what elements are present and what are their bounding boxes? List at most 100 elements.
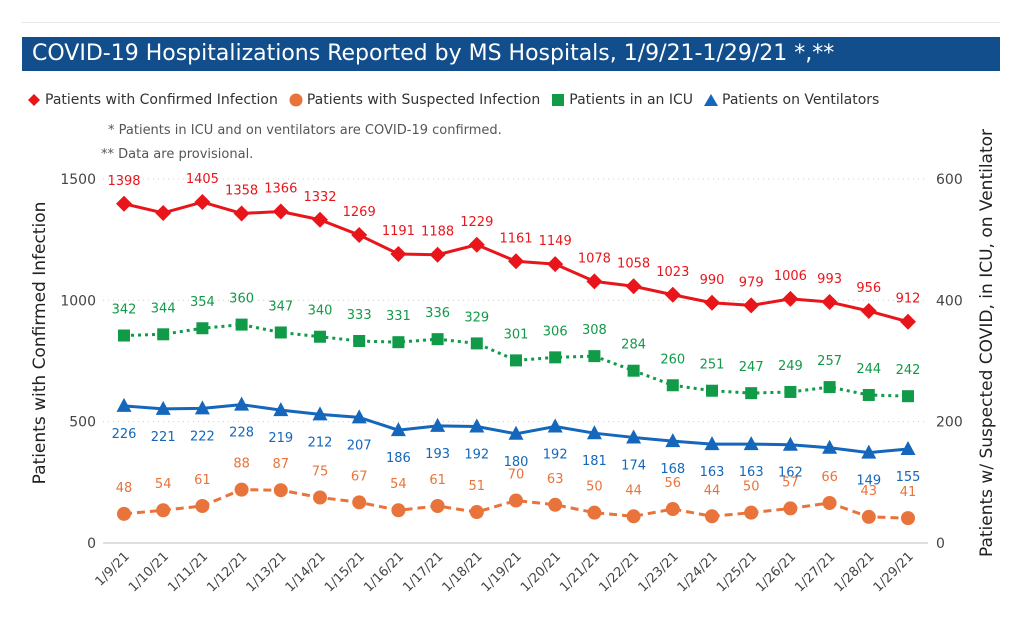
data-point-diamond — [468, 236, 485, 253]
data-point-square — [784, 385, 797, 398]
legend-label-icu: Patients in an ICU — [569, 92, 694, 108]
data-label: 54 — [155, 477, 172, 492]
data-label: 247 — [739, 360, 764, 375]
data-label: 48 — [116, 481, 133, 496]
data-label: 162 — [778, 466, 803, 481]
data-label: 66 — [821, 470, 838, 485]
x-tick-label: 1/25/21 — [714, 549, 760, 595]
data-label: 257 — [817, 354, 842, 369]
data-point-diamond — [821, 294, 838, 311]
data-label: 54 — [390, 477, 407, 492]
data-point-square — [823, 381, 836, 394]
data-point-square — [274, 326, 287, 339]
data-point-circle — [469, 505, 484, 520]
data-point-circle — [117, 506, 131, 521]
series-line — [123, 488, 909, 520]
chart-series: 1398 1405 1358 1366 1332 1269 1191 1188 1229 1161… — [107, 172, 921, 526]
data-label: 329 — [464, 310, 489, 325]
data-point-square — [392, 336, 405, 349]
data-label: 990 — [700, 273, 725, 288]
data-point-circle — [626, 509, 641, 524]
data-point-circle — [705, 509, 719, 524]
data-point-square — [666, 379, 679, 392]
data-point-square — [706, 384, 718, 397]
data-label: 221 — [151, 430, 176, 445]
data-point-circle — [430, 498, 445, 513]
data-point-diamond — [743, 297, 760, 314]
x-tick-label: 1/29/21 — [871, 549, 917, 595]
data-point-triangle — [626, 429, 642, 444]
data-label: 260 — [660, 352, 685, 367]
data-label: 61 — [194, 473, 211, 488]
data-label: 44 — [625, 483, 642, 498]
data-label: 1058 — [617, 256, 650, 271]
data-label: 1188 — [421, 225, 454, 240]
data-label: 163 — [700, 465, 725, 480]
data-label: 251 — [700, 358, 725, 373]
data-label: 249 — [778, 359, 803, 374]
circle-marker-icon — [288, 92, 304, 108]
data-label: 63 — [547, 472, 564, 487]
data-point-triangle — [234, 396, 250, 411]
data-point-triangle — [665, 433, 681, 448]
y-axis-label-right: Patients w/ Suspected COVID, in ICU, on … — [977, 129, 997, 557]
data-point-diamond — [508, 253, 524, 270]
data-label: 222 — [190, 429, 215, 444]
legend-label-ventilators: Patients on Ventilators — [722, 92, 880, 108]
y-tick-label-left: 1000 — [60, 293, 96, 309]
data-label: 1398 — [107, 174, 140, 189]
data-point-square — [510, 354, 522, 367]
x-tick-label: 1/11/21 — [165, 549, 211, 595]
data-point-diamond — [782, 290, 799, 307]
data-point-circle — [548, 497, 563, 512]
data-point-triangle — [508, 425, 524, 440]
y-tick-label-right: 600 — [936, 172, 963, 188]
legend-label-confirmed: Patients with Confirmed Infection — [45, 92, 278, 108]
data-label: 226 — [112, 427, 137, 442]
data-label: 1191 — [382, 224, 415, 239]
data-point-square — [745, 387, 758, 400]
data-point-circle — [861, 509, 876, 524]
data-point-triangle — [743, 436, 759, 451]
data-label: 912 — [896, 292, 921, 307]
data-point-triangle — [900, 440, 916, 455]
data-label: 1229 — [460, 215, 493, 230]
note-provisional: ** Data are provisional. — [101, 147, 253, 162]
data-label: 1269 — [343, 205, 376, 220]
legend-item-confirmed: Patients with Confirmed Infection — [26, 92, 278, 108]
data-point-circle — [156, 503, 171, 518]
data-label: 1405 — [186, 172, 219, 187]
data-label: 50 — [743, 480, 760, 495]
data-point-triangle — [704, 436, 720, 451]
data-label: 993 — [817, 272, 842, 287]
legend-item-suspected: Patients with Suspected Infection — [288, 92, 540, 108]
data-point-circle — [352, 495, 367, 510]
data-label: 1161 — [499, 231, 532, 246]
x-tick-label: 1/18/21 — [440, 549, 486, 595]
x-tick-label: 1/10/21 — [126, 549, 172, 595]
data-point-diamond — [586, 273, 603, 290]
y-axis-label-left: Patients with Confirmed Infection — [30, 202, 50, 485]
data-point-circle — [587, 505, 602, 520]
data-point-square — [902, 390, 914, 403]
data-label: 979 — [739, 275, 764, 290]
data-label: 155 — [896, 470, 921, 485]
data-label: 181 — [582, 454, 607, 469]
x-tick-label: 1/12/21 — [204, 549, 250, 595]
data-point-diamond — [155, 204, 172, 221]
data-label: 1023 — [656, 265, 689, 280]
data-point-triangle — [390, 422, 406, 437]
data-point-triangle — [782, 436, 798, 451]
y-tick-label-right: 0 — [936, 536, 945, 552]
data-label: 244 — [856, 362, 881, 377]
x-tick-label: 1/14/21 — [283, 549, 329, 595]
data-point-circle — [509, 493, 523, 508]
data-point-triangle — [312, 406, 328, 421]
data-point-square — [196, 322, 209, 335]
data-label: 360 — [229, 292, 254, 307]
data-point-circle — [783, 501, 798, 516]
square-marker-icon — [550, 92, 566, 108]
data-label: 87 — [273, 457, 290, 472]
data-label: 180 — [504, 455, 529, 470]
x-tick-label: 1/15/21 — [322, 549, 368, 595]
